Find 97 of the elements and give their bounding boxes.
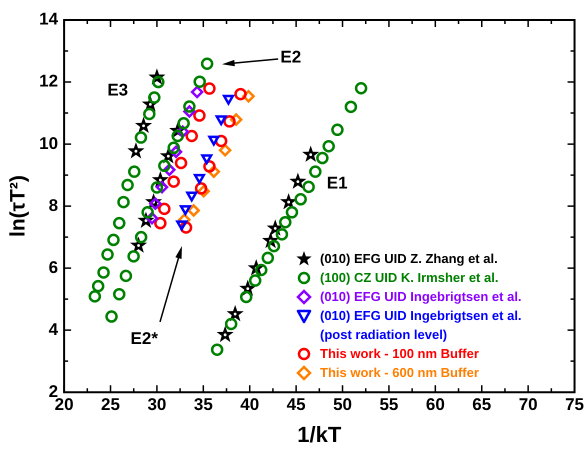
point xyxy=(127,142,144,158)
point xyxy=(200,57,214,70)
point xyxy=(143,108,156,120)
point xyxy=(112,288,126,300)
y-axis-title: ln(τT²) xyxy=(6,175,30,238)
point xyxy=(322,140,335,152)
point xyxy=(224,318,238,330)
point xyxy=(222,94,234,105)
point xyxy=(88,290,102,303)
point xyxy=(158,202,171,216)
point xyxy=(101,248,114,261)
y-tick-label: 8 xyxy=(48,196,58,215)
y-tick-label: 6 xyxy=(48,258,58,277)
point xyxy=(354,82,368,94)
point xyxy=(105,310,118,323)
point xyxy=(120,270,132,282)
point xyxy=(190,86,204,98)
point xyxy=(294,193,307,206)
point xyxy=(112,216,126,230)
point xyxy=(331,124,344,136)
legend-label: (010) EFG UID Ingebrigtsen et al. (post radiation level) xyxy=(320,307,523,344)
x-tick-label: 75 xyxy=(565,395,584,414)
point xyxy=(216,115,227,126)
point xyxy=(226,305,244,322)
point xyxy=(216,326,234,342)
point xyxy=(280,193,298,210)
point xyxy=(134,131,148,144)
legend-label: (010) EFG UID Ingebrigtsen et al. xyxy=(320,288,522,306)
point xyxy=(174,156,188,170)
point xyxy=(194,182,208,195)
point xyxy=(150,181,164,194)
point xyxy=(309,165,322,178)
point xyxy=(201,154,212,164)
point xyxy=(223,115,236,128)
point xyxy=(302,180,315,194)
point xyxy=(208,136,220,146)
point xyxy=(141,206,154,219)
point xyxy=(177,117,190,130)
point xyxy=(167,175,180,188)
point xyxy=(248,274,262,287)
y-tick-label: 10 xyxy=(39,134,58,153)
annotation: E2 xyxy=(280,48,302,67)
x-tick-label: 25 xyxy=(101,395,120,414)
legend-label: This work - 100 nm Buffer xyxy=(320,345,479,363)
legend-label: (010) EFG UID Z. Zhang et al. xyxy=(320,250,498,268)
annotation: E3 xyxy=(107,80,128,100)
point xyxy=(193,109,206,122)
point xyxy=(240,290,252,304)
point xyxy=(203,82,216,95)
legend-label: (100) CZ UID K. Irmsher et al. xyxy=(320,269,498,287)
point xyxy=(121,178,134,192)
point xyxy=(127,250,140,263)
x-tick-label: 40 xyxy=(240,395,260,414)
x-axis-title: 1/kT xyxy=(297,422,342,447)
point xyxy=(92,280,104,292)
x-tick-label: 60 xyxy=(426,395,445,414)
point xyxy=(302,146,320,162)
point xyxy=(210,343,224,356)
point xyxy=(316,152,329,164)
point xyxy=(180,205,191,216)
point xyxy=(134,230,148,244)
point xyxy=(107,234,120,246)
point xyxy=(276,228,288,241)
point xyxy=(117,196,130,208)
point xyxy=(176,220,188,230)
point xyxy=(154,216,167,230)
point xyxy=(194,174,205,184)
y-tick-label: 4 xyxy=(48,320,59,339)
y-tick-label: 12 xyxy=(39,72,58,91)
x-tick-label: 30 xyxy=(147,395,166,414)
point xyxy=(286,206,298,219)
point xyxy=(262,252,274,264)
point xyxy=(218,144,232,157)
point xyxy=(186,191,198,202)
x-tick-label: 35 xyxy=(194,395,213,414)
point xyxy=(171,130,184,142)
x-tick-label: 50 xyxy=(333,395,352,414)
x-tick-label: 45 xyxy=(286,395,306,414)
point xyxy=(97,266,110,279)
point xyxy=(128,165,141,178)
point xyxy=(167,142,180,154)
x-tick-label: 65 xyxy=(472,395,492,414)
legend-label: This work - 600 nm Buffer xyxy=(320,364,479,382)
y-tick-label: 14 xyxy=(39,10,59,29)
point xyxy=(193,75,206,88)
point xyxy=(289,172,306,189)
point xyxy=(344,100,358,114)
point xyxy=(187,204,200,217)
x-tick-label: 55 xyxy=(379,395,398,414)
point xyxy=(279,216,292,228)
x-tick-label: 70 xyxy=(518,395,538,414)
annotation: E1 xyxy=(326,173,348,192)
annotation: E2* xyxy=(130,329,158,348)
point xyxy=(134,116,152,134)
point xyxy=(234,88,247,100)
point xyxy=(158,160,171,172)
point xyxy=(183,100,196,113)
